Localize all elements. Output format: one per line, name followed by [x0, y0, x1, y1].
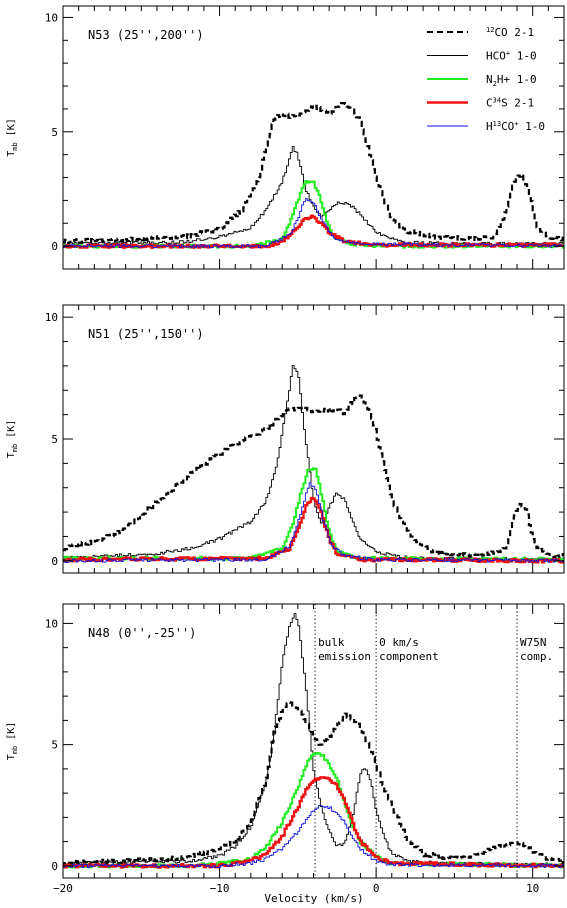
series-co-line [63, 701, 564, 867]
series-cs-line [63, 496, 564, 564]
y-axis-label: Tmb [K] [6, 420, 19, 459]
series-h13co-line [63, 482, 564, 563]
panel-1: 0 5 10 N53 (25'',200'') Tmb [K] 12CO 2-1 HCO+ … [6, 5, 565, 270]
panel-2: 0 5 10 N51 (25'',150'') Tmb [K] [6, 304, 565, 574]
panel-frame [62, 603, 565, 879]
y-axis-label: Tmb [K] [6, 118, 19, 157]
y-tick-label: 5 [51, 739, 58, 752]
y-axis-label: Tmb [K] [6, 722, 19, 761]
panel-frame [62, 304, 565, 574]
panels-layer: 0 5 10 N53 (25'',200'') Tmb [K] 12CO 2-1 HCO+ … [6, 5, 565, 895]
annotation-label: bulk [318, 636, 345, 649]
series-n2h-line [63, 179, 564, 249]
annotation-label: comp. [520, 650, 553, 663]
series-hco-line [63, 613, 564, 867]
panel-title: N48 (0'',-25'') [88, 626, 196, 640]
y-tick-label: 5 [51, 126, 58, 139]
y-tick-label: 10 [45, 11, 58, 24]
x-tick-label: 0 [373, 882, 380, 895]
annotation-label: emission [318, 650, 371, 663]
y-tick-label: 5 [51, 433, 58, 446]
series-hco-line [63, 365, 564, 562]
legend-label-h13co: H13CO+ 1-0 [486, 120, 545, 133]
legend-label-hco: HCO+ 1-0 [486, 50, 537, 63]
series-h13co-line [63, 805, 564, 868]
annotation-label: 0 km/s [379, 636, 419, 649]
y-tick-label: 0 [51, 240, 58, 253]
y-tick-label: 0 [51, 860, 58, 873]
series-n2h-line [63, 467, 564, 562]
legend-label-co: 12CO 2-1 [486, 26, 534, 39]
y-tick-label: 10 [45, 617, 58, 630]
legend-label-cs: C34S 2-1 [486, 97, 534, 110]
x-tick-label: −20 [53, 882, 73, 895]
series-co-line [63, 394, 564, 559]
y-tick-label: 10 [45, 311, 58, 324]
panel-title: N51 (25'',150'') [88, 327, 204, 341]
series-hco-line [63, 146, 564, 246]
legend-label-n2h: N2H+ 1-0 [486, 73, 537, 88]
panel-title: N53 (25'',200'') [88, 28, 204, 42]
panel-frame [62, 5, 565, 270]
x-tick-label: −10 [210, 882, 230, 895]
legend: 12CO 2-1 HCO+ 1-0 N2H+ 1-0 C34S 2-1 H13CO+ 1… [427, 26, 545, 133]
annotation-label: W75N [520, 636, 547, 649]
series-co-line [63, 101, 564, 245]
series-h13co-line [63, 198, 564, 249]
x-tick-label: 10 [526, 882, 539, 895]
x-axis-label: Velocity (km/s) [264, 892, 363, 905]
series-cs-line [63, 776, 564, 869]
y-tick-label: 0 [51, 555, 58, 568]
annotation-label: component [379, 650, 439, 663]
